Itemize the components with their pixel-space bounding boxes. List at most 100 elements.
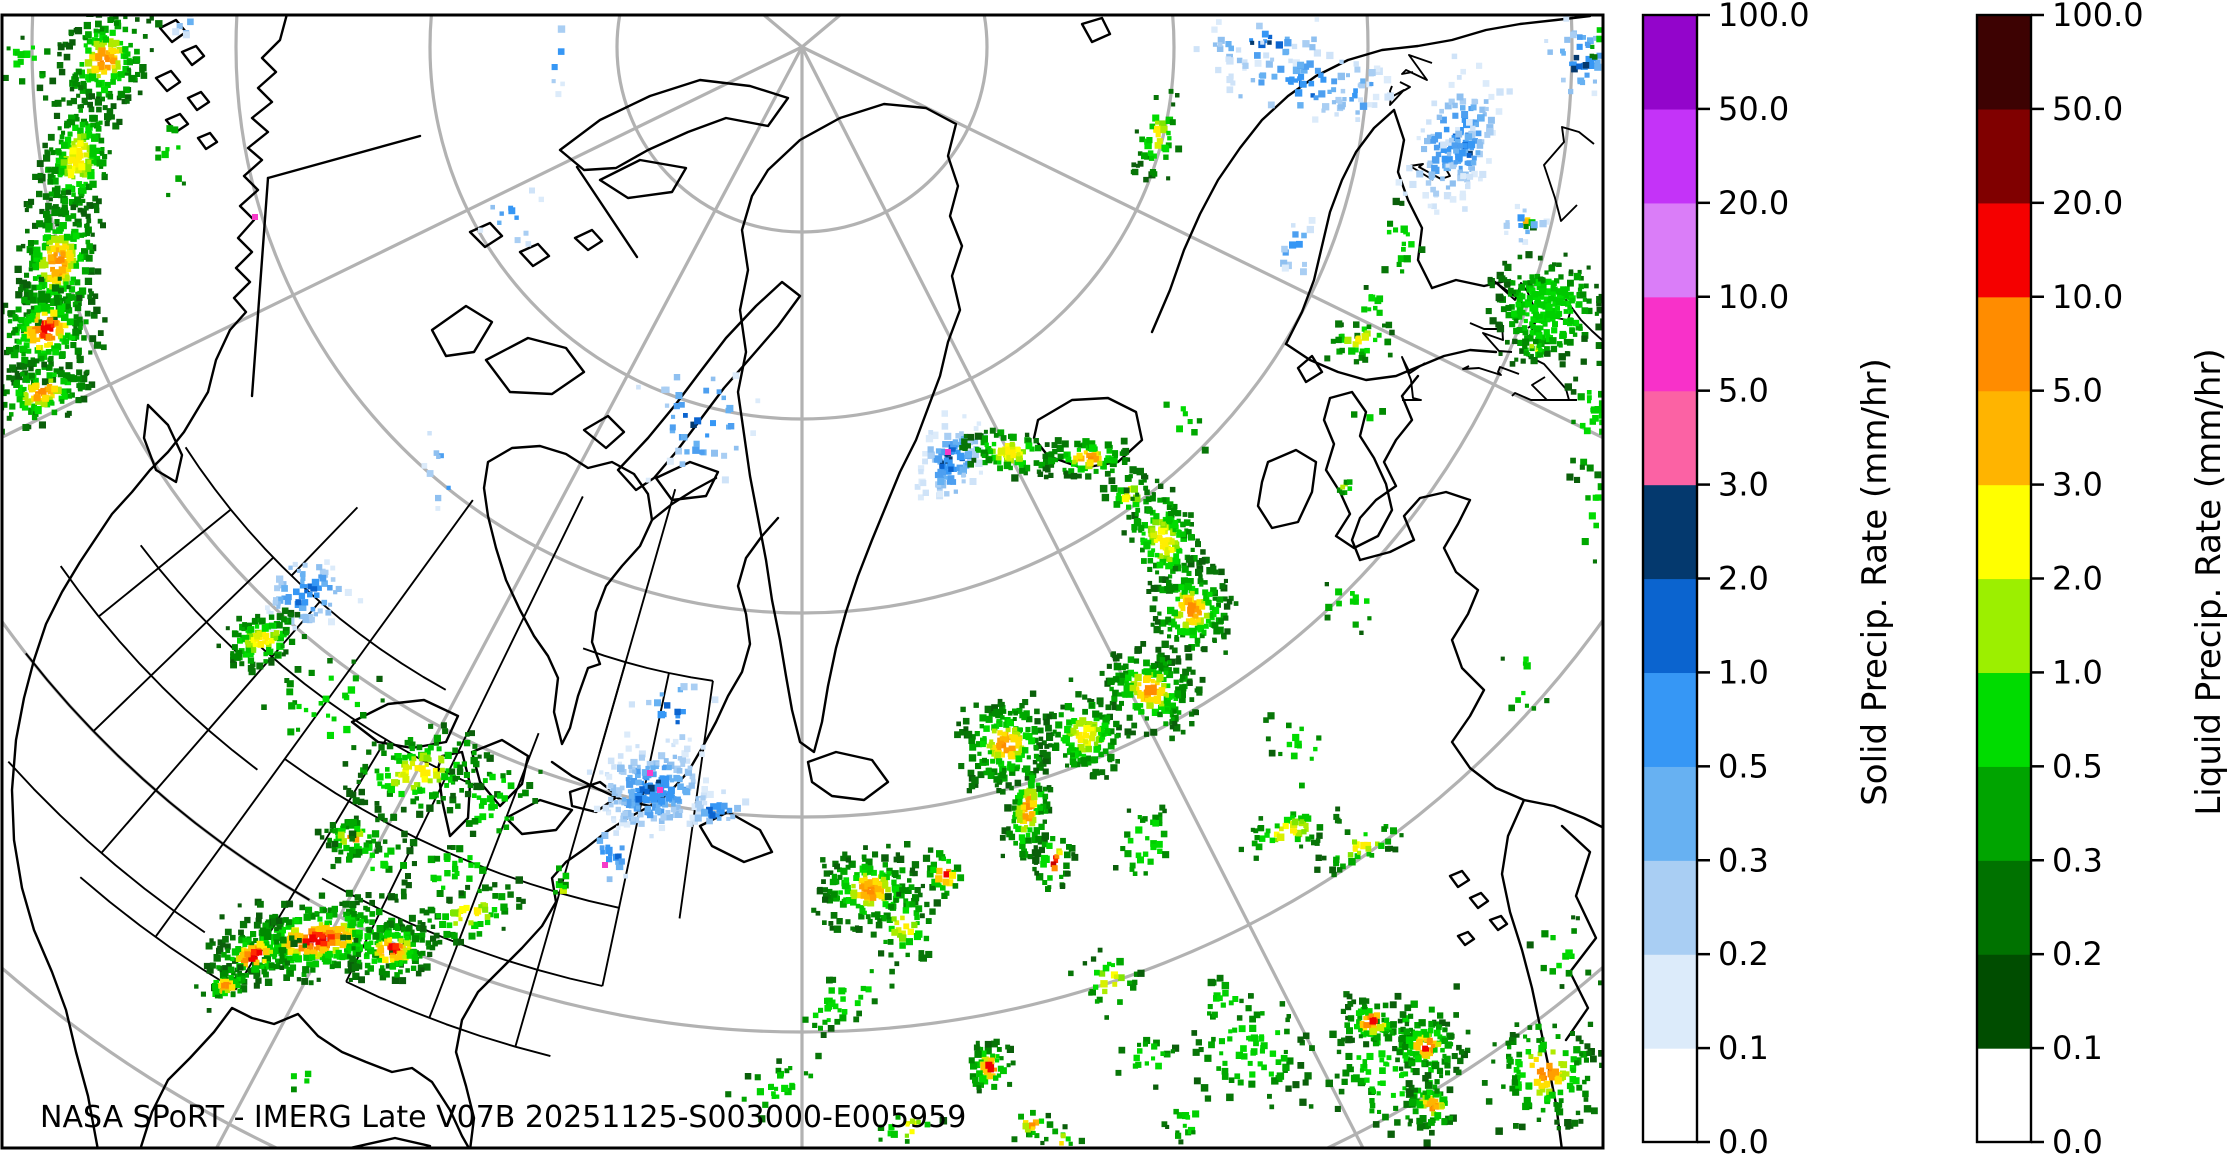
tick-label: 20.0 bbox=[2052, 184, 2123, 222]
precip-region-tennessee-band bbox=[405, 876, 526, 946]
colorband-liquid-3.0-5.0 bbox=[1977, 390, 2031, 486]
precipitation-pixels bbox=[2, 15, 1603, 1147]
precip-region-africa-left-2 bbox=[1207, 974, 1254, 1021]
precip-region-africa-orange bbox=[1403, 1080, 1457, 1131]
colorband-liquid-0.1-0.2 bbox=[1977, 954, 2031, 1049]
precip-region-atlantic-arc-2 bbox=[1147, 555, 1239, 668]
precip-region-scandinavia-solid-1 bbox=[1193, 17, 1334, 71]
tick-label: 0.3 bbox=[1718, 841, 1769, 879]
precip-region-newfoundland-streak-2 bbox=[1032, 819, 1079, 892]
product-annotation: NASA SPoRT - IMERG Late V07B 20251125-S0… bbox=[40, 1100, 966, 1135]
country-border bbox=[1462, 365, 1520, 376]
precip-region-band-connector bbox=[1099, 466, 1156, 520]
tick-label: 3.0 bbox=[1718, 466, 1769, 504]
colorband-solid-0.1-0.2 bbox=[1643, 954, 1697, 1049]
precip-region-morocco-specks bbox=[1526, 915, 1603, 989]
precip-region-pennsylvania-dot bbox=[553, 878, 569, 895]
tick-label: 0.2 bbox=[1718, 935, 1769, 973]
tick-label: 0.5 bbox=[2052, 747, 2103, 785]
tick-label: 5.0 bbox=[1718, 372, 1769, 410]
colorband-liquid-5.0-10.0 bbox=[1977, 296, 2031, 392]
precip-region-michigan-specks bbox=[446, 764, 543, 837]
border-radial bbox=[98, 508, 232, 618]
precip-region-ireland-dot bbox=[1336, 479, 1353, 496]
precip-region-iberia-specks bbox=[1500, 656, 1550, 712]
tick-label: 0.1 bbox=[1718, 1029, 1769, 1067]
extreme-rate-dot bbox=[252, 214, 258, 220]
precip-region-azores-specks-1 bbox=[1324, 582, 1372, 635]
country-border bbox=[1401, 356, 1426, 401]
border-arc bbox=[260, 646, 474, 786]
colorband-liquid-0.3-0.5 bbox=[1977, 766, 2031, 861]
tick-label: 10.0 bbox=[2052, 278, 2123, 316]
tick-label: 0.0 bbox=[2052, 1123, 2103, 1161]
tick-label: 20.0 bbox=[1718, 184, 1789, 222]
precip-region-greenland-band-w bbox=[959, 427, 1054, 482]
colorbar-solid-title: Solid Precip. Rate (mm/hr) bbox=[1855, 358, 1895, 806]
precip-region-newengland-solid bbox=[596, 825, 628, 883]
tick-label: 50.0 bbox=[2052, 90, 2123, 128]
colorband-solid-3.0-5.0 bbox=[1643, 390, 1697, 486]
colorband-liquid-10.0-20.0 bbox=[1977, 202, 2031, 298]
tick-label: 0.3 bbox=[2052, 841, 2103, 879]
tick-label: 1.0 bbox=[1718, 653, 1769, 691]
precip-region-ohio-specks bbox=[400, 845, 489, 904]
precip-region-alaska-corner-specks bbox=[2, 35, 51, 92]
colorband-liquid-20.0-50.0 bbox=[1977, 108, 2031, 204]
precip-region-russia-edge-2 bbox=[1581, 483, 1603, 564]
precip-region-gulf-east bbox=[340, 913, 442, 985]
precip-region-atlantic-arc-4 bbox=[1036, 677, 1138, 780]
tick-label: 0.0 bbox=[1718, 1123, 1769, 1161]
precip-region-norway-coast bbox=[1130, 88, 1183, 183]
colorband-liquid-1.0-2.0 bbox=[1977, 578, 2031, 674]
precip-region-russia-green-mass bbox=[1485, 251, 1603, 368]
precip-region-midatlantic-d bbox=[926, 847, 965, 907]
tick-label: 50.0 bbox=[1718, 90, 1789, 128]
colorband-solid-0.0-0.1 bbox=[1643, 1048, 1697, 1143]
tick-label: 2.0 bbox=[2052, 560, 2103, 598]
precip-region-belarus-green bbox=[1324, 320, 1395, 365]
tick-label: 100.0 bbox=[2052, 0, 2144, 34]
colorband-solid-10.0-20.0 bbox=[1643, 202, 1697, 298]
colorbar-liquid-title: Liquid Precip. Rate (mm/hr) bbox=[2189, 348, 2229, 815]
precip-region-midatlantic-b bbox=[877, 884, 936, 967]
precip-region-bc-coast-specks bbox=[155, 125, 186, 198]
border-radial bbox=[154, 641, 371, 938]
colorband-liquid-0.2-0.3 bbox=[1977, 860, 2031, 955]
precip-region-alaska-streak-bend bbox=[2, 276, 108, 386]
precip-region-africa-streak-2 bbox=[1314, 824, 1404, 878]
precip-region-plains-green bbox=[216, 607, 307, 676]
precip-region-alaska-streak-mid bbox=[24, 85, 123, 237]
precip-region-quebec-solid bbox=[586, 738, 714, 839]
extreme-rate-dot bbox=[602, 862, 608, 868]
precip-region-florida-specks bbox=[290, 1070, 312, 1093]
precip-region-russia-dot-solid bbox=[1503, 203, 1550, 245]
precip-region-baffin-solid bbox=[636, 372, 761, 484]
precip-region-arctic-island-solid bbox=[477, 187, 544, 247]
precip-region-alaska-streak-n bbox=[43, 15, 163, 122]
precip-region-russia-solid-core bbox=[1440, 119, 1492, 186]
precip-region-baltic-green-2 bbox=[1353, 285, 1393, 339]
coastlines bbox=[10, 15, 1603, 1148]
precip-region-specks-line-1 bbox=[802, 968, 895, 1038]
colorbar-liquid: 0.0 0.1 0.2 0.3 0.5 1.0 2.0 3.0 5.0 10.0 20.0 50.0 1… bbox=[1975, 0, 2144, 1161]
precip-region-south-center-blob-2 bbox=[1011, 1109, 1054, 1143]
country-border bbox=[1543, 126, 1595, 222]
colorband-liquid-2.0-3.0 bbox=[1977, 484, 2031, 580]
precip-region-azores-specks-2 bbox=[1263, 712, 1322, 789]
precip-region-iceland-ne-specks bbox=[1163, 401, 1209, 454]
precip-region-africa-coast-cluster bbox=[1481, 1021, 1603, 1135]
colorband-solid-2.0-3.0 bbox=[1643, 484, 1697, 580]
precip-region-sweden-solid bbox=[1280, 217, 1316, 276]
precip-region-africa-red-2 bbox=[1392, 1019, 1465, 1082]
precip-region-coast-specks bbox=[556, 865, 570, 880]
precip-region-baltic-green-1 bbox=[1381, 197, 1426, 274]
border-radial bbox=[601, 672, 670, 987]
precip-region-specks-line-3 bbox=[877, 1114, 948, 1144]
extreme-rate-dot bbox=[647, 770, 653, 776]
tick-label: 100.0 bbox=[1718, 0, 1810, 34]
precip-region-montana-solid bbox=[265, 559, 364, 632]
border-arc bbox=[139, 544, 238, 654]
border-radial bbox=[598, 488, 677, 754]
